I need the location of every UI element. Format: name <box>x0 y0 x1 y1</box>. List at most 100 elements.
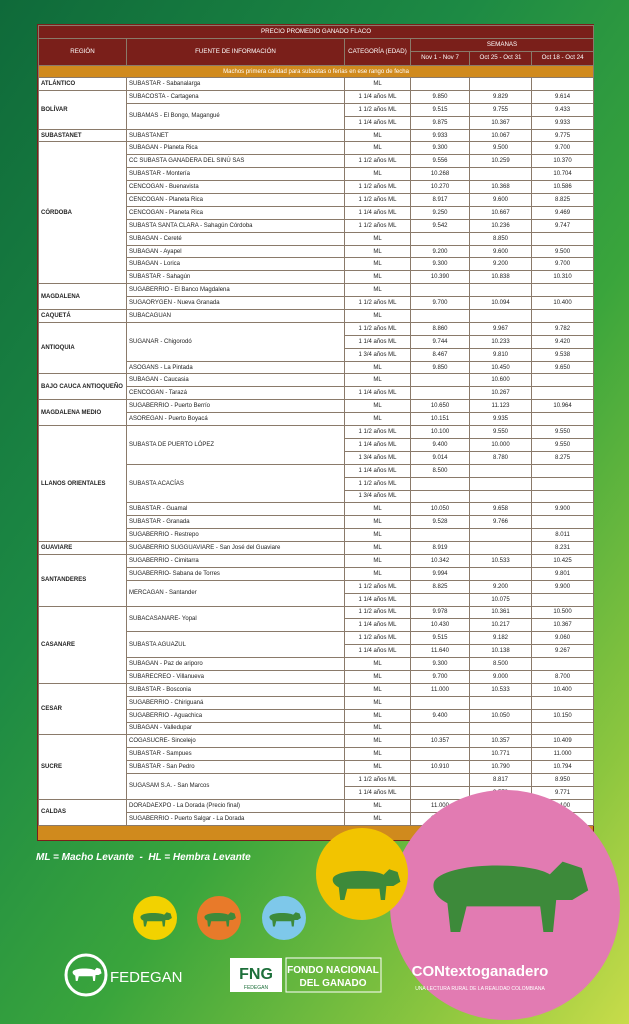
price <box>530 476 595 491</box>
cow <box>204 912 236 927</box>
price: 9.515 <box>410 102 470 117</box>
price <box>530 386 595 401</box>
price: 10.268 <box>410 167 470 182</box>
category: ML <box>344 412 411 427</box>
source: SUGABERRIO - Restrepo <box>126 528 345 543</box>
price <box>410 283 470 298</box>
header: Oct 18 - Oct 24 <box>530 51 595 66</box>
table-row: SUGASAM S.A. - San Marcos 1 1/2 años ML 8.… <box>39 773 595 800</box>
price: 10.094 <box>469 296 532 311</box>
category: 1 1/4 años ML <box>344 437 411 452</box>
table-row: 1 3/4 años ML 8.467 9.810 9.538 <box>39 347 595 362</box>
price: 8.825 <box>530 193 595 207</box>
table-row: BAJO CAUCA ANTIOQUEÑO SUBAGAN - Caucasia M… <box>38 373 595 401</box>
price <box>469 695 532 710</box>
price <box>410 528 470 543</box>
price <box>469 77 532 91</box>
icon-circle <box>197 896 241 940</box>
price: 8.850 <box>469 231 532 246</box>
price: 9.550 <box>530 437 595 452</box>
source: SUGABERRIO - El Banco Magdalena <box>126 283 345 298</box>
table-row: CASANARE SUBACASANARE- Yopal 1 1/2 años ML… <box>38 605 595 684</box>
price: 10.342 <box>410 553 470 568</box>
category: 1 1/2 años ML <box>344 321 411 336</box>
cow <box>332 869 401 900</box>
price: 8.700 <box>530 669 595 684</box>
price: 10.267 <box>469 386 532 401</box>
price: 9.775 <box>530 128 595 143</box>
table-row: ASOREGAN - Puerto Boyacá ML 10.151 9.935 <box>39 412 595 427</box>
source: ASOGANS - La Pintada <box>126 360 345 375</box>
price: 10.000 <box>469 437 532 452</box>
price: 9.747 <box>530 218 595 233</box>
price: 10.259 <box>469 154 532 169</box>
price <box>410 231 470 246</box>
region: SUCRE <box>38 734 127 800</box>
price: 9.850 <box>410 89 470 104</box>
fedegan-logo: FEDEGAN <box>110 969 183 986</box>
category: ML <box>344 128 411 143</box>
price: 9.994 <box>410 566 470 581</box>
price <box>530 412 595 427</box>
category: ML <box>344 682 411 697</box>
price: 9.014 <box>410 450 470 465</box>
table-row: CENCOGAN - Buenavista 1 1/2 años ML 10.270… <box>39 180 595 195</box>
price: 9.755 <box>469 102 532 117</box>
category: 1 1/2 años ML <box>344 180 411 195</box>
price: 9.433 <box>530 102 595 117</box>
price <box>469 463 532 478</box>
table: PRECIO PROMEDIO GANADO FLACO REGIÓN FUENT… <box>37 25 595 826</box>
table-row: SUGABERRIO- Sabana de Torres ML 9.994 9.801 <box>39 566 595 581</box>
source: CC SUBASTA GANADERA DEL SINÚ SAS <box>126 154 345 169</box>
price <box>410 373 470 388</box>
price <box>410 747 470 762</box>
region: MAGDALENA <box>38 283 127 311</box>
price: 9.550 <box>530 425 595 439</box>
source: SUGABERRIO - Cimitarra <box>126 553 345 568</box>
price: 9.182 <box>469 631 532 646</box>
price: 10.310 <box>530 270 595 285</box>
price: 9.400 <box>410 437 470 452</box>
price <box>469 476 532 491</box>
cow <box>72 967 102 981</box>
price: 10.910 <box>410 760 470 775</box>
source: SUBASTAR - Sampues <box>126 747 345 762</box>
table-row: SUBARECREO - Villanueva ML 9.700 9.000 8.700 <box>39 669 595 684</box>
fng-logo: FNG <box>239 966 273 983</box>
price: 9.850 <box>410 360 470 375</box>
price <box>530 283 595 298</box>
price <box>410 773 470 787</box>
category: 1 1/4 años ML <box>344 785 411 800</box>
cow <box>433 861 589 932</box>
table-row: SUBASTAR - Sampues ML 10.771 11.000 <box>39 747 595 762</box>
source: SUBAGAN - Planeta Rica <box>126 141 345 156</box>
region: SUBASTANET <box>38 128 127 143</box>
price: 9.469 <box>530 205 595 220</box>
source: SUBACAGUAN <box>126 309 345 323</box>
table-row: SUBAGAN - Paz de ariporo ML 9.300 8.500 <box>39 657 595 671</box>
price: 10.150 <box>530 708 595 723</box>
table-row: 1 1/4 años ML 10.430 10.217 10.367 <box>39 618 595 633</box>
price: 9.700 <box>410 669 470 684</box>
source: SUBACASANARE- Yopal <box>126 605 345 633</box>
region: GUAVIARE <box>38 541 127 555</box>
source: SUBAGAN - Cereté <box>126 231 345 246</box>
price: 9.897 <box>469 811 532 826</box>
table-row: BOLÍVAR SUBACOSTA - Cartagena 1 1/4 años M… <box>38 89 595 130</box>
category: ML <box>344 566 411 581</box>
category: 1 1/4 años ML <box>344 205 411 220</box>
price: 10.600 <box>469 373 532 388</box>
category: ML <box>344 811 411 826</box>
table-row: SUBASTA ACACÍAS 1 1/4 años ML 8.500 <box>39 463 595 504</box>
source: SUBASTAR - Bosconia <box>126 682 345 697</box>
category: 1 1/2 años ML <box>344 218 411 233</box>
category: 1 1/2 años ML <box>344 154 411 169</box>
price <box>469 721 532 736</box>
price: 9.766 <box>469 515 532 530</box>
price: 9.744 <box>410 334 470 349</box>
price <box>530 515 595 530</box>
price: 9.700 <box>410 296 470 311</box>
price: 10.217 <box>469 618 532 633</box>
price <box>469 283 532 298</box>
price: 10.425 <box>530 553 595 568</box>
